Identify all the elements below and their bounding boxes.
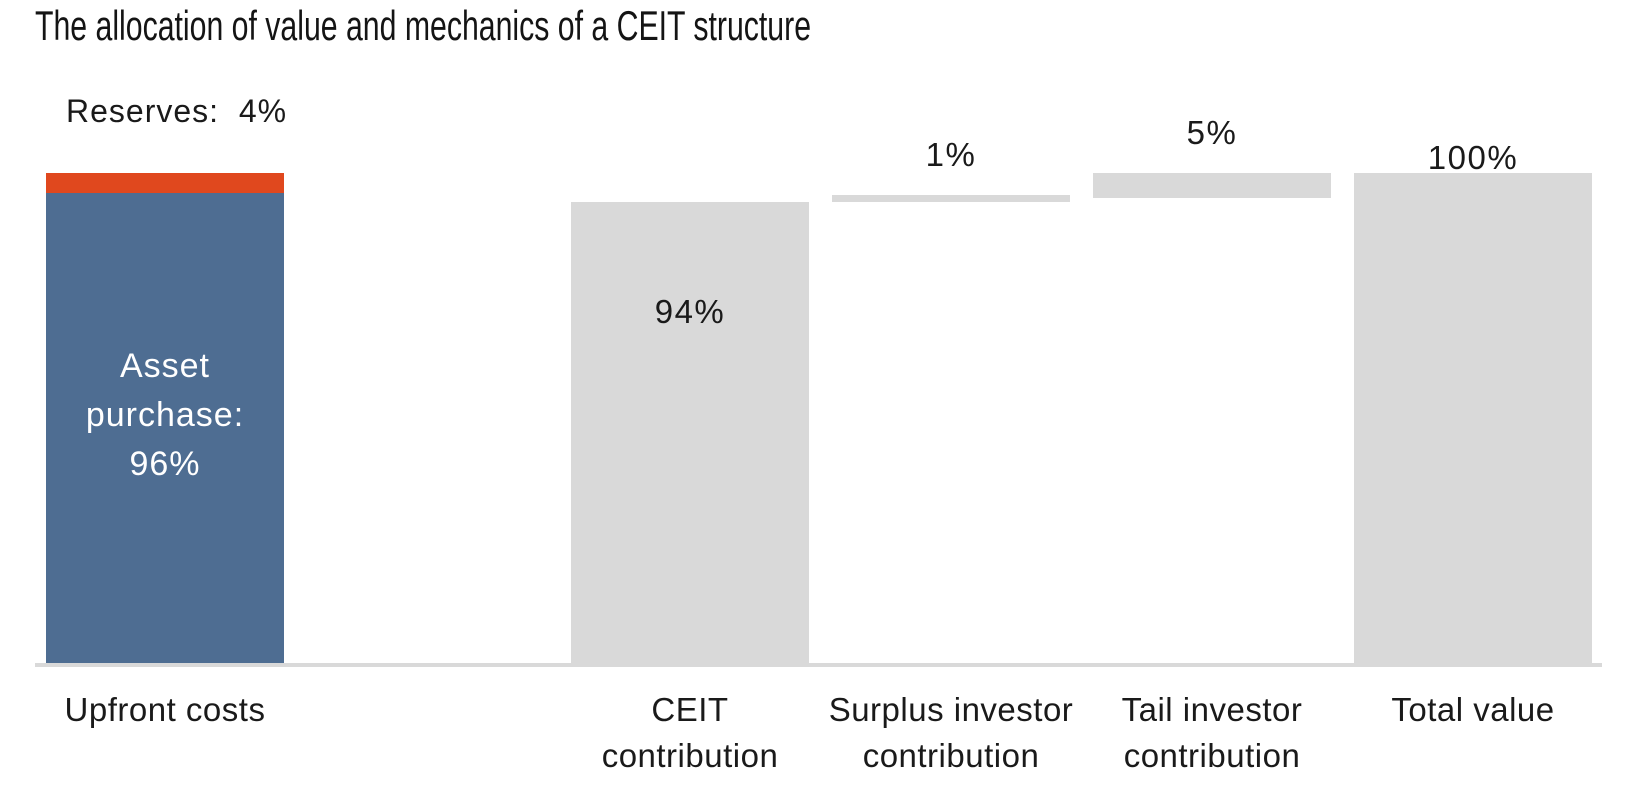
bar-segment-reserves	[46, 173, 284, 193]
value-label-tail-investor-contribution: 5%	[1186, 114, 1238, 151]
segment-inside-label: Asset purchase: 96%	[85, 347, 245, 484]
bar-segment-asset-purchase	[46, 192, 284, 663]
axis-label-surplus-investor-contribution: Surplus investor contribution	[828, 691, 1074, 774]
value-label-ceit-contribution: 94%	[654, 293, 726, 331]
reserves-callout-label: Reserves: 4%	[66, 93, 288, 129]
chart-title: The allocation of value and mechanics of…	[35, 2, 812, 49]
axis-label-total-value: Total value	[1391, 691, 1555, 728]
axis-label-upfront-costs: Upfront costs	[64, 691, 266, 728]
bar-segment-surplus-investor-contribution	[832, 195, 1070, 203]
value-label-surplus-investor-contribution: 1%	[925, 136, 977, 174]
x-axis-line	[35, 663, 1602, 667]
bar-segment-total-value	[1354, 173, 1592, 663]
axis-label-tail-investor-contribution: Tail investor contribution	[1121, 691, 1303, 774]
axis-label-ceit-contribution: CEIT contribution	[601, 691, 779, 774]
bar-segment-ceit-contribution	[571, 202, 809, 663]
bar-segment-tail-investor-contribution	[1093, 173, 1331, 198]
value-label-total-value: 100%	[1427, 139, 1519, 176]
